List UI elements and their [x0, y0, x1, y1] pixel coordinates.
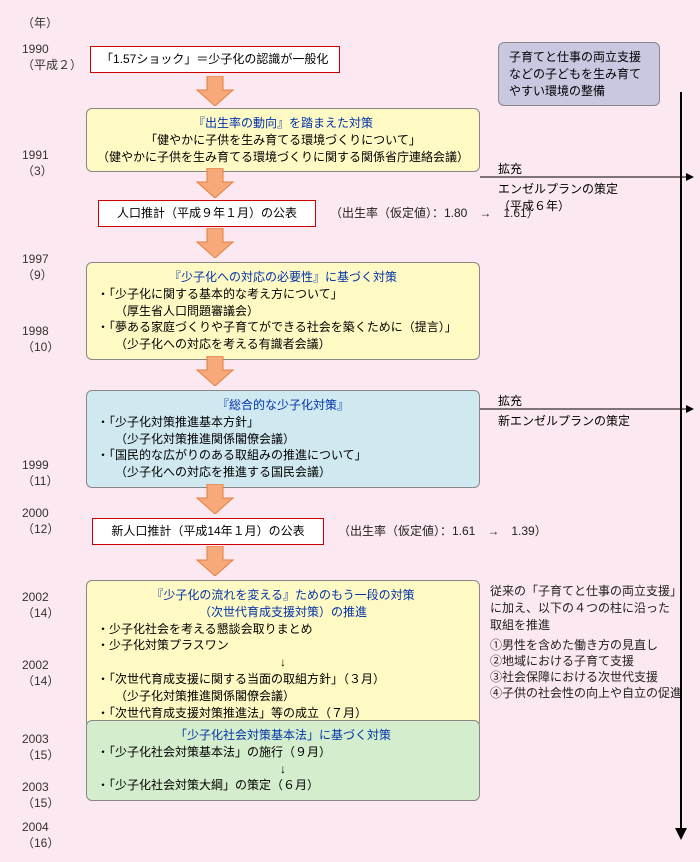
b2002b-l4: （少子化対策推進関係閣僚会議）: [97, 688, 469, 705]
year-2000: 2000 （12）: [22, 506, 82, 537]
b2003-l2: ・「少子化社会対策大綱」の策定（６月）: [97, 777, 469, 794]
year-1997: 1997 （9）: [22, 252, 82, 283]
side-2002-b1: ①男性を含めた働き方の見直し: [490, 636, 690, 653]
note-2002: （出生率（仮定値）：1.61 → 1.39）: [338, 522, 547, 539]
arrow-3: [195, 228, 235, 254]
arrow-4: [195, 356, 235, 382]
b1999-l2: （少子化対策推進関係閣僚会議）: [97, 431, 469, 448]
b2003-darrow: ↓: [97, 761, 469, 778]
year-1998: 1998 （10）: [22, 324, 82, 355]
year-2002b: 2002 （14）: [22, 658, 82, 689]
box-1991-l2: （健やかに子供を生み育てる環境づくりに関する関係省庁連絡会議）: [97, 149, 469, 166]
b2002b-darrow: ↓: [97, 654, 469, 671]
box-2002a: 新人口推計（平成14年１月）の公表: [92, 518, 324, 545]
box-1998: 『少子化への対応の必要性』に基づく対策 ・「少子化に関する基本的な考え方について…: [86, 262, 480, 360]
box-1990-shock: 「1.57ショック」＝少子化の認識が一般化: [90, 46, 340, 73]
box-2002b: 『少子化の流れを変える』ためのもう一段の対策 （次世代育成支援対策）の推進 ・少…: [86, 580, 480, 728]
year-2003b: 2003 （15）: [22, 780, 82, 811]
arrow-5: [195, 484, 235, 510]
arrow-6: [195, 546, 235, 572]
box-2003: 「少子化社会対策基本法」に基づく対策 ・「少子化社会対策基本法」の施行（９月） …: [86, 720, 480, 801]
year-2002a: 2002 （14）: [22, 590, 82, 621]
year-2004: 2004 （16）: [22, 820, 82, 851]
box-1991-l1: 「健やかに子供を生み育てる環境づくりについて」: [97, 132, 469, 149]
b2002b-l2: ・少子化対策プラスワン: [97, 637, 469, 654]
box-1997: 人口推計（平成９年１月）の公表: [98, 200, 316, 227]
box-1997-text: 人口推計（平成９年１月）の公表: [117, 206, 297, 220]
b1998-l4: （少子化への対応を考える有識者会議）: [97, 336, 469, 353]
box-1991: 『出生率の動向』を踏まえた対策 「健やかに子供を生み育てる環境づくりについて」 …: [86, 108, 480, 172]
note-1997: （出生率（仮定値）：1.80 → 1.61）: [330, 204, 539, 221]
year-2003a: 2003 （15）: [22, 732, 82, 763]
b1999-l3: ・「国民的な広がりのある取組みの推進について」: [97, 447, 469, 464]
b1998-l3: ・「夢ある家庭づくりや子育てができる社会を築くために（提言）」: [97, 319, 469, 336]
vertical-arrow-right: [672, 92, 690, 842]
box-2002a-text: 新人口推計（平成14年１月）の公表: [111, 524, 304, 538]
arrow-2: [195, 168, 235, 194]
flowchart-canvas: （年） 1990 （平成２） 1991 （3） 1997 （9） 1998 （1…: [0, 0, 700, 862]
b1998-l1: ・「少子化に関する基本的な考え方について」: [97, 286, 469, 303]
year-1990: 1990 （平成２）: [22, 42, 82, 73]
b1998-l2: （厚生省人口問題審議会）: [97, 303, 469, 320]
year-1999: 1999 （11）: [22, 458, 82, 489]
b1999-l4: （少子化への対応を推進する国民会議）: [97, 464, 469, 481]
b2002b-l5: ・「次世代育成支援対策推進法」等の成立（７月）: [97, 705, 469, 722]
purple-side-text: 子育てと仕事の両立支援などの子どもを生み育てやすい環境の整備: [509, 50, 641, 98]
box-1990-text: 「1.57ショック」＝少子化の認識が一般化: [101, 52, 328, 66]
box-1999-title: 『総合的な少子化対策』: [97, 397, 469, 414]
box-1991-title: 『出生率の動向』を踏まえた対策: [97, 115, 469, 132]
side-2002-b3: ③社会保障における次世代支援: [490, 668, 690, 685]
year-header: （年）: [22, 14, 82, 31]
arrow-1: [195, 76, 235, 102]
side-2002-b4: ④子供の社会性の向上や自立の促進: [490, 684, 690, 701]
side-2002-top: 従来の「子育てと仕事の両立支援」に加え、以下の４つの柱に沿った取組を推進: [490, 582, 678, 633]
b1999-l1: ・「少子化対策推進基本方針」: [97, 414, 469, 431]
b2002b-l1: ・少子化社会を考える懇談会取りまとめ: [97, 621, 469, 638]
b2002b-l3: ・「次世代育成支援に関する当面の取組方針」（３月）: [97, 671, 469, 688]
year-1991: 1991 （3）: [22, 148, 82, 179]
box-1999: 『総合的な少子化対策』 ・「少子化対策推進基本方針」 （少子化対策推進関係閣僚会…: [86, 390, 480, 488]
box-purple-side: 子育てと仕事の両立支援などの子どもを生み育てやすい環境の整備: [498, 42, 660, 106]
box-2003-title: 「少子化社会対策基本法」に基づく対策: [97, 727, 469, 744]
b2003-l1: ・「少子化社会対策基本法」の施行（９月）: [97, 744, 469, 761]
label-angel-2: 新エンゼルプランの策定: [498, 412, 630, 429]
side-2002-b2: ②地域における子育て支援: [490, 652, 690, 669]
box-2002b-title: 『少子化の流れを変える』ためのもう一段の対策 （次世代育成支援対策）の推進: [97, 587, 469, 621]
box-1998-title: 『少子化への対応の必要性』に基づく対策: [97, 269, 469, 286]
